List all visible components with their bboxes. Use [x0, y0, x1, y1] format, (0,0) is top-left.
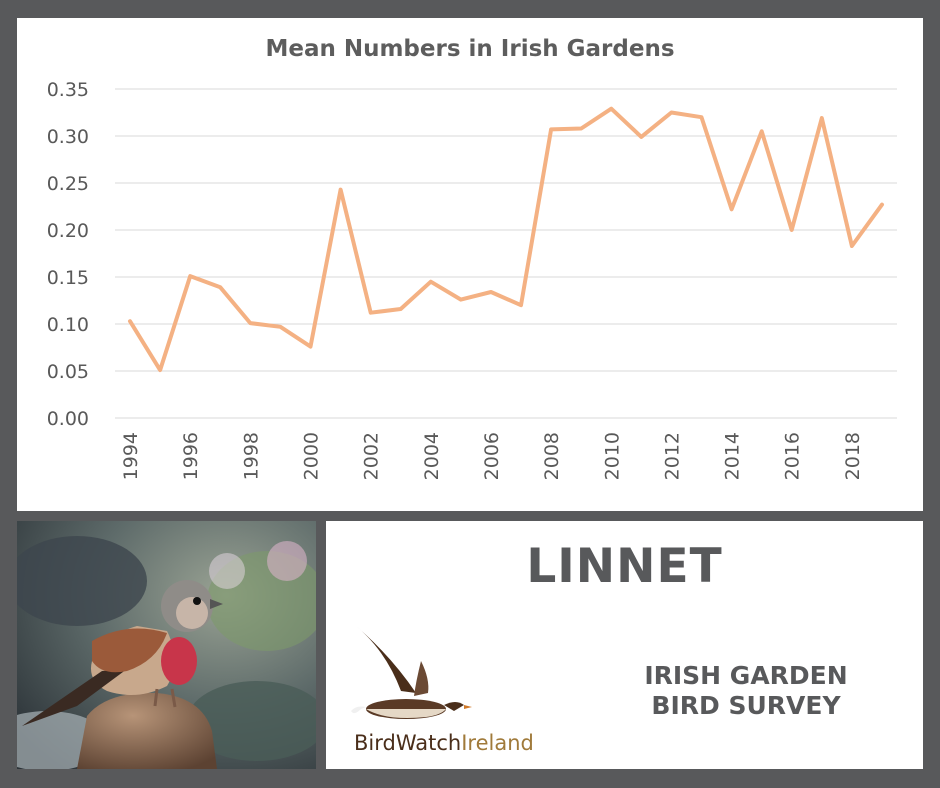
x-tick-label: 1994: [120, 432, 142, 480]
data-point: [128, 319, 132, 323]
data-point: [489, 290, 493, 294]
x-tick-label: 2006: [481, 432, 503, 480]
line-chart: 0.35 0.30 0.25 0.20 0.15 0.10 0.05 0.00 1994 1996…: [47, 79, 897, 480]
y-tick-label: 0.10: [47, 314, 89, 336]
data-point: [730, 207, 734, 211]
y-tick-label: 0.00: [47, 408, 89, 430]
data-point: [218, 285, 222, 289]
data-point: [309, 345, 312, 349]
y-tick-label: 0.35: [47, 79, 89, 101]
survey-line-2: BIRD SURVEY: [651, 691, 841, 720]
x-tick-label: 1996: [180, 432, 202, 480]
data-point: [429, 280, 433, 284]
x-tick-label: 2018: [842, 432, 864, 480]
data-point: [700, 115, 703, 119]
x-tick-label: 2012: [661, 432, 683, 480]
data-point: [850, 244, 854, 248]
x-tick-label: 2000: [301, 432, 323, 480]
data-point: [278, 325, 282, 329]
info-panel: LINNET IRISH GARDEN BIRD SURVEY BirdWatc…: [326, 521, 923, 769]
x-tick-label: 1998: [240, 432, 262, 480]
x-tick-label: 2010: [601, 432, 623, 480]
brand-logo-text: BirdWatchIreland: [354, 731, 534, 755]
data-point: [519, 303, 523, 307]
data-point: [579, 126, 583, 130]
x-tick-label: 2016: [782, 432, 804, 480]
y-tick-label: 0.25: [47, 173, 89, 195]
data-point: [639, 135, 643, 139]
data-point: [549, 127, 553, 131]
series-line: [128, 106, 884, 373]
data-point: [369, 311, 373, 315]
data-point: [609, 107, 613, 111]
data-point: [188, 274, 192, 278]
x-tick-label: 2004: [421, 432, 443, 480]
data-point: [820, 116, 824, 120]
chart-panel: Mean Numbers in Irish Gardens 0.35 0.30 0.…: [17, 18, 923, 511]
bird-photo: [17, 521, 316, 769]
linnet-bird-photo-icon: [17, 521, 316, 769]
x-tick-label: 2008: [541, 432, 563, 480]
y-tick-label: 0.20: [47, 220, 89, 242]
goose-logo-icon: [351, 626, 472, 719]
brand-part-1: BirdWatch: [354, 731, 462, 755]
data-point: [339, 188, 343, 192]
data-point: [158, 368, 162, 372]
data-point: [248, 321, 252, 325]
data-point: [880, 203, 884, 207]
y-tick-label: 0.30: [47, 126, 89, 148]
x-tick-label: 2014: [722, 432, 744, 480]
y-tick-label: 0.15: [47, 267, 89, 289]
y-tick-label: 0.05: [47, 361, 89, 383]
data-point: [669, 111, 673, 114]
survey-line-1: IRISH GARDEN: [644, 661, 848, 690]
survey-name: IRISH GARDEN BIRD SURVEY: [596, 661, 896, 721]
data-point: [399, 307, 403, 311]
brand-part-2: Ireland: [461, 731, 534, 755]
chart-title: Mean Numbers in Irish Gardens: [265, 36, 675, 62]
data-point: [760, 129, 764, 133]
data-point: [790, 228, 794, 232]
species-name: LINNET: [526, 539, 723, 594]
data-point: [459, 298, 463, 302]
x-tick-label: 2002: [361, 432, 383, 480]
